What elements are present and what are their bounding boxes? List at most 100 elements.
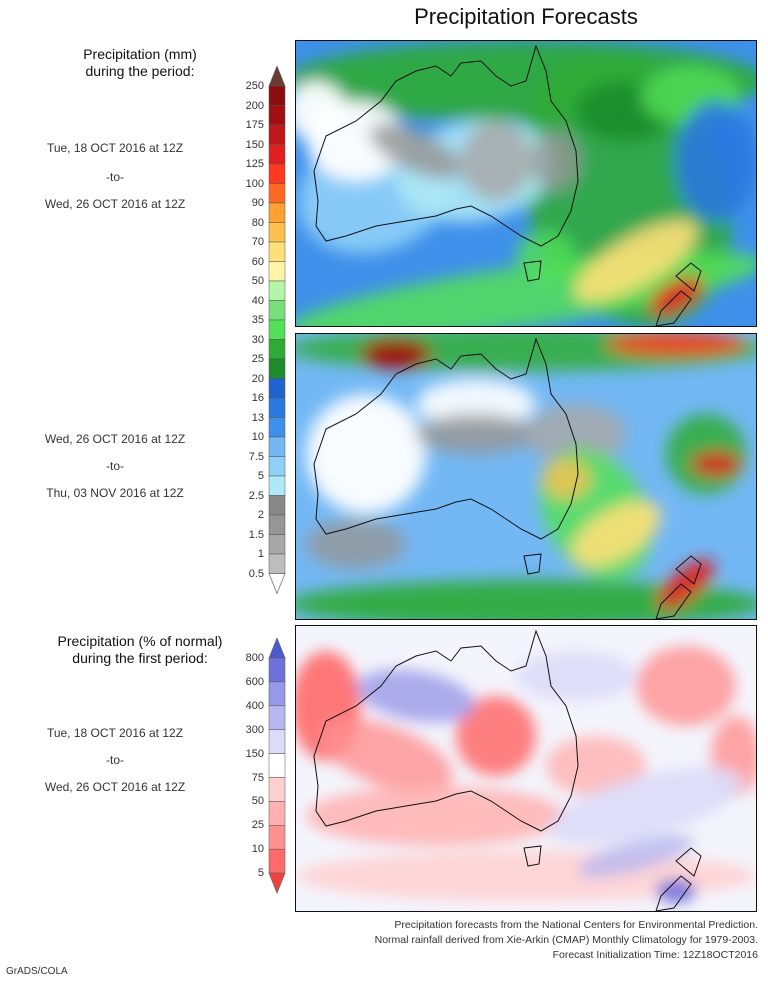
colorbar-bin	[268, 514, 286, 535]
colorbar-tick-label: 0.5	[248, 567, 264, 580]
colorbar-bin	[268, 495, 286, 516]
field-region	[416, 379, 536, 429]
field-region	[296, 580, 756, 619]
colorbar-under-triangle	[268, 573, 286, 595]
colorbar-tick-label: 25	[251, 819, 264, 832]
period1-to: -to-	[106, 170, 124, 184]
colorbar-tick-label: 100	[245, 177, 264, 190]
colorbar-bin	[268, 681, 286, 707]
period1-start: Tue, 18 OCT 2016 at 12Z	[46, 141, 184, 155]
field-region	[541, 459, 591, 499]
coastline	[523, 845, 542, 867]
field-region	[369, 123, 463, 179]
colorbar-tick-label: 150	[245, 138, 264, 151]
colorbar-bin	[268, 456, 286, 477]
period2-start: Wed, 26 OCT 2016 at 12Z	[44, 432, 186, 446]
map-panel-percent-normal	[295, 625, 757, 912]
field-region	[516, 231, 576, 281]
coastline	[313, 629, 579, 832]
colorbar-tick-label: 5	[257, 470, 264, 482]
footer-notes: Precipitation forecasts from the Nationa…	[375, 918, 758, 963]
colorbar-tick-label: 7.5	[248, 450, 264, 463]
colorbar-tick-label: 75	[251, 771, 264, 784]
colorbar-tick-label: 40	[251, 294, 264, 307]
colorbar-bin	[268, 300, 286, 321]
field-region	[549, 767, 743, 845]
colorbar-bin	[268, 553, 286, 574]
colorbar-bin	[268, 729, 286, 754]
colorbar-tick-label: 70	[251, 236, 264, 248]
colorbar-bin	[268, 534, 286, 555]
percent-legend-title: Precipitation (% of normal)	[57, 633, 223, 649]
colorbar-tick-label: 13	[251, 411, 264, 424]
amount-colorbar	[268, 66, 286, 595]
colorbar-tick-label: 60	[251, 255, 264, 268]
percent-legend-subtitle: during the first period:	[72, 650, 208, 666]
coastline	[655, 583, 692, 619]
colorbar-tick-label: 150	[245, 747, 264, 760]
colorbar-bin	[268, 261, 286, 282]
colorbar-bin	[268, 825, 286, 850]
map-panel-period1	[295, 40, 757, 327]
colorbar-bin	[268, 705, 286, 730]
field-region	[570, 500, 662, 568]
colorbar-bin	[268, 319, 286, 340]
colorbar-tick-label: 35	[251, 314, 264, 326]
colorbar-bin	[268, 417, 286, 438]
colorbar-tick-label: 300	[245, 723, 264, 736]
colorbar-bin	[268, 378, 286, 399]
field-region	[531, 131, 581, 191]
coastline	[523, 553, 542, 575]
field-region	[526, 404, 626, 464]
map-panel-period2	[295, 333, 757, 620]
colorbar-bin	[268, 358, 286, 379]
field-region	[306, 786, 566, 846]
colorbar-bin	[268, 777, 286, 802]
colorbar-bin	[268, 280, 286, 301]
colorbar-tick-label: 2.5	[248, 489, 264, 502]
field-region	[574, 219, 698, 303]
field-region	[296, 81, 346, 141]
colorbar-tick-label: 10	[251, 843, 264, 856]
field-region	[606, 334, 746, 356]
colorbar-tick-label: 25	[251, 353, 264, 365]
coastline	[655, 290, 692, 326]
amount-legend-subtitle: during the period:	[85, 63, 195, 79]
colorbar-bin	[268, 397, 286, 418]
field-region	[636, 646, 736, 726]
colorbar-tick-label: 200	[245, 99, 264, 112]
colorbar-bin	[268, 848, 286, 874]
colorbar-bin	[268, 241, 286, 262]
colorbar-tick-label: 50	[251, 275, 264, 287]
field-region	[657, 559, 715, 609]
colorbar-bin	[268, 85, 286, 106]
percent-colorbar	[268, 638, 286, 895]
coastline	[313, 44, 579, 247]
field-region	[461, 121, 531, 201]
field-region	[516, 651, 636, 701]
field-region	[306, 519, 406, 569]
colorbar-bin	[268, 801, 286, 826]
colorbar-tick-label: 16	[251, 392, 264, 404]
coastline	[523, 260, 542, 282]
period3-start: Tue, 18 OCT 2016 at 12Z	[46, 726, 184, 740]
colorbar-bin	[268, 222, 286, 243]
colorbar-under-triangle	[268, 872, 286, 895]
coastline	[655, 875, 692, 911]
colorbar-tick-label: 175	[245, 119, 264, 131]
period3-end: Wed, 26 OCT 2016 at 12Z	[44, 780, 186, 794]
colorbar-bin	[268, 339, 286, 360]
colorbar-over-triangle	[268, 66, 286, 87]
colorbar-bin	[268, 105, 286, 126]
field-region	[456, 696, 536, 776]
colorbar-bin	[268, 124, 286, 145]
footer-line-init-time: Forecast Initialization Time: 12Z18OCT20…	[552, 949, 758, 961]
period2-end: Thu, 03 NOV 2016 at 12Z	[46, 486, 184, 500]
period1-end: Wed, 26 OCT 2016 at 12Z	[44, 197, 186, 211]
field-region	[691, 452, 741, 476]
footer-line-source: Precipitation forecasts from the Nationa…	[394, 919, 758, 931]
colorbar-tick-label: 10	[251, 431, 264, 443]
colorbar-tick-label: 800	[245, 652, 264, 664]
field-region	[546, 736, 646, 796]
colorbar-tick-label: 50	[251, 795, 264, 808]
